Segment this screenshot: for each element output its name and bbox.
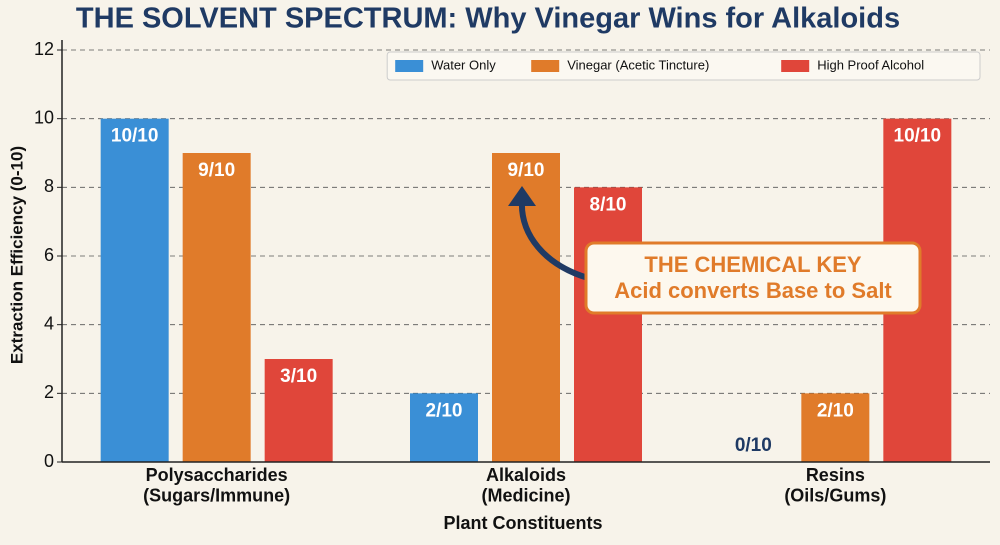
value-label: 0/10	[735, 435, 772, 456]
legend: Water Only Vinegar (Acetic Tincture) High …	[386, 51, 981, 81]
annotation-arrowhead	[508, 186, 536, 206]
annotation-text: Acid converts Base to Salt	[614, 278, 892, 303]
bar	[182, 153, 251, 462]
value-label: 9/10	[508, 160, 545, 181]
y-tick-label: 12	[34, 39, 54, 59]
y-axis-label: Extraction Efficiency (0-10)	[7, 146, 26, 364]
y-tick-label: 6	[44, 245, 54, 265]
y-tick-label: 4	[44, 313, 54, 333]
value-label: 9/10	[198, 160, 235, 181]
chart-title: THE SOLVENT SPECTRUM: Why Vinegar Wins f…	[76, 3, 900, 35]
legend-swatch	[531, 60, 560, 72]
value-label: 2/10	[817, 400, 854, 421]
bar	[100, 118, 169, 463]
legend-swatch	[395, 60, 424, 72]
y-tick-label: 8	[44, 176, 54, 196]
x-tick-label: Alkaloids (Medicine)	[481, 465, 570, 506]
y-tick-label: 0	[44, 451, 54, 471]
legend-label: Water Only	[431, 57, 496, 72]
y-tick-label: 2	[44, 382, 54, 402]
legend-box	[386, 51, 981, 81]
value-label: 10/10	[894, 126, 942, 147]
annotation-arrow	[518, 199, 589, 281]
bar	[410, 393, 478, 462]
value-label: 8/10	[590, 194, 627, 215]
x-tick-label: Resins (Oils/Gums)	[784, 465, 886, 506]
bar	[801, 393, 870, 462]
x-axis-label: Plant Constituents	[443, 513, 602, 533]
legend-label: Vinegar (Acetic Tincture)	[567, 57, 709, 72]
x-tick-label: Polysaccharides (Sugars/Immune)	[143, 465, 290, 506]
bar	[264, 359, 333, 462]
legend-label: High Proof Alcohol	[817, 57, 924, 72]
value-label: 3/10	[280, 366, 317, 387]
annotation-title: THE CHEMICAL KEY	[644, 252, 861, 277]
annotation-box	[584, 241, 922, 315]
legend-swatch	[781, 60, 810, 72]
value-label: 10/10	[111, 126, 159, 147]
y-tick-label: 10	[34, 107, 54, 127]
value-label: 2/10	[426, 400, 463, 421]
bar	[574, 187, 642, 463]
